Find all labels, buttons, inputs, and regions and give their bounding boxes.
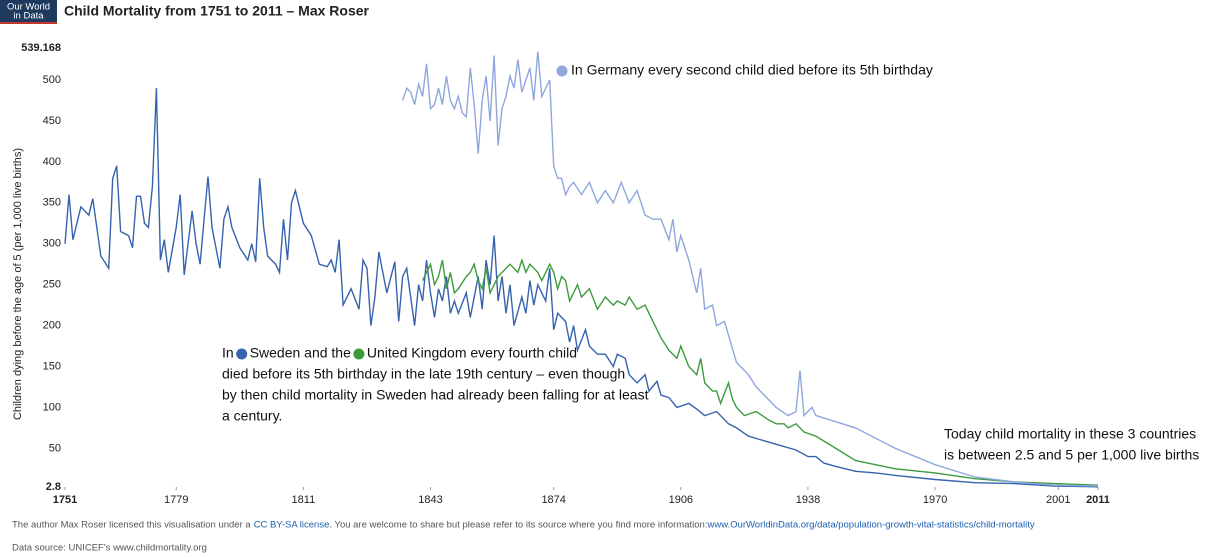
series-line	[421, 257, 1099, 486]
x-tick-label: 2001	[1046, 494, 1070, 506]
y-tick-label: 400	[43, 156, 61, 168]
x-tick-label: 1843	[418, 494, 442, 506]
logo-bar	[0, 22, 57, 24]
series-line	[64, 88, 1099, 488]
legend-dot	[353, 348, 365, 360]
y-tick-label: 2.8	[46, 481, 61, 493]
license-text: . You are welcome to share but please re…	[329, 520, 707, 531]
x-tick-label: 1938	[796, 494, 820, 506]
series-line	[402, 51, 1099, 487]
x-tick-label: 1874	[541, 494, 565, 506]
annotation: a century.	[222, 408, 282, 424]
y-tick-label: 539.168	[21, 42, 61, 54]
y-tick-label: 250	[43, 279, 61, 291]
y-tick-label: 300	[43, 238, 61, 250]
chart-title: Child Mortality from 1751 to 2011 – Max …	[64, 3, 370, 19]
annotation: by then child mortality in Sweden had al…	[222, 387, 649, 403]
annotation: Today child mortality in these 3 countri…	[944, 426, 1196, 442]
y-tick-label: 200	[43, 320, 61, 332]
y-tick-label: 50	[49, 442, 61, 454]
x-tick-label: 1751	[53, 494, 77, 506]
logo-text: in Data	[13, 11, 44, 22]
x-tick-label: 1906	[669, 494, 693, 506]
x-tick-label: 1811	[292, 494, 316, 506]
y-tick-label: 500	[43, 74, 61, 86]
y-tick-label: 100	[43, 401, 61, 413]
logo-box	[0, 0, 57, 22]
x-tick-label: 1970	[923, 494, 947, 506]
source-text: Data source: UNICEF's www.childmortality…	[12, 543, 207, 554]
annotation: In Germany every second child died befor…	[571, 62, 933, 78]
logo-text: Our World	[7, 2, 50, 13]
annotation: United Kingdom every fourth child	[367, 345, 577, 361]
x-tick-label: 2011	[1086, 494, 1110, 506]
annotation: is between 2.5 and 5 per 1,000 live birt…	[944, 447, 1199, 463]
license-text: The author Max Roser licensed this visua…	[12, 520, 251, 531]
legend-dot	[556, 65, 568, 77]
legend-dot	[236, 348, 248, 360]
license-link[interactable]: CC BY-SA license	[254, 520, 330, 531]
license-link[interactable]: www.OurWorldinData.org/data/population-g…	[706, 520, 1034, 531]
annotation: died before its 5th birthday in the late…	[222, 366, 625, 382]
x-tick-label: 1779	[164, 494, 188, 506]
annotation: In	[222, 345, 234, 361]
y-axis-label: Children dying before the age of 5 (per …	[12, 148, 24, 420]
y-tick-label: 450	[43, 115, 61, 127]
annotation: Sweden and the	[250, 345, 351, 361]
y-tick-label: 350	[43, 197, 61, 209]
y-tick-label: 150	[43, 360, 61, 372]
